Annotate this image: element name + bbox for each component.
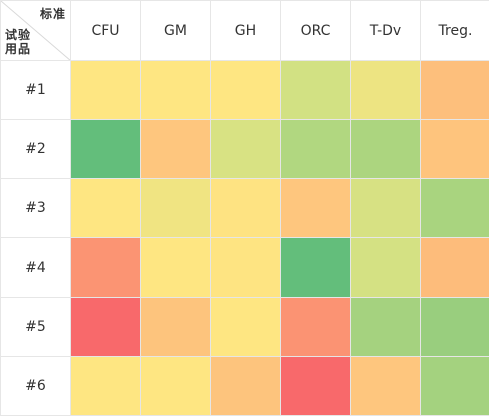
column-header: GH [210, 0, 281, 61]
row-header: #3 [0, 178, 71, 239]
heatmap-cell [280, 178, 351, 239]
heatmap-cell [70, 355, 141, 416]
heatmap-cell [420, 59, 489, 121]
heatmap-cell [280, 237, 351, 298]
heatmap-cell [210, 178, 281, 239]
heatmap-cell [420, 355, 489, 416]
heatmap-cell [140, 237, 211, 298]
heatmap-cell [70, 237, 141, 298]
column-header: T-Dv [350, 0, 421, 61]
heatmap-cell [350, 119, 421, 180]
corner-cell: 标准 试验用品 [0, 0, 71, 61]
heatmap-cell [140, 59, 211, 121]
heatmap-cell [210, 296, 281, 357]
heatmap-cell [420, 237, 489, 298]
heatmap-cell [140, 178, 211, 239]
heatmap-cell [210, 119, 281, 180]
heatmap-cell [140, 296, 211, 357]
header-row: 标准 试验用品 CFU GM GH ORC T-Dv Treg. [0, 0, 489, 61]
row-header: #6 [0, 355, 71, 416]
table-row: #4 [0, 237, 489, 298]
heatmap-cell [70, 296, 141, 357]
column-axis-label: 标准 [39, 7, 66, 21]
heatmap-cell [350, 296, 421, 357]
heatmap-cell [280, 59, 351, 121]
heatmap-cell [70, 119, 141, 180]
heatmap-cell [140, 355, 211, 416]
table-row: #1 [0, 59, 489, 121]
row-header: #5 [0, 296, 71, 357]
heatmap-cell [420, 296, 489, 357]
table-row: #2 [0, 119, 489, 180]
heatmap-body: #1 #2 #3 #4 #5 #6 [0, 59, 489, 416]
heatmap-cell [140, 119, 211, 180]
column-header: ORC [280, 0, 351, 61]
heatmap-cell [70, 178, 141, 239]
heatmap-cell [210, 355, 281, 416]
column-header: Treg. [420, 0, 489, 61]
heatmap-cell [280, 296, 351, 357]
row-axis-label: 试验用品 [5, 28, 32, 56]
table-row: #6 [0, 355, 489, 416]
row-header: #2 [0, 119, 71, 180]
table-row: #3 [0, 178, 489, 239]
heatmap-cell [420, 178, 489, 239]
heatmap-cell [280, 355, 351, 416]
table-row: #5 [0, 296, 489, 357]
row-header: #4 [0, 237, 71, 298]
heatmap-cell [350, 237, 421, 298]
heatmap-cell [70, 59, 141, 121]
heatmap-cell [420, 119, 489, 180]
heatmap-cell [210, 59, 281, 121]
heatmap-cell [350, 178, 421, 239]
heatmap-cell [350, 59, 421, 121]
column-header: GM [140, 0, 211, 61]
row-header: #1 [0, 59, 71, 121]
heatmap-cell [280, 119, 351, 180]
column-header: CFU [70, 0, 141, 61]
heatmap-cell [210, 237, 281, 298]
heatmap-cell [350, 355, 421, 416]
corner-diagonal-line [1, 1, 70, 60]
